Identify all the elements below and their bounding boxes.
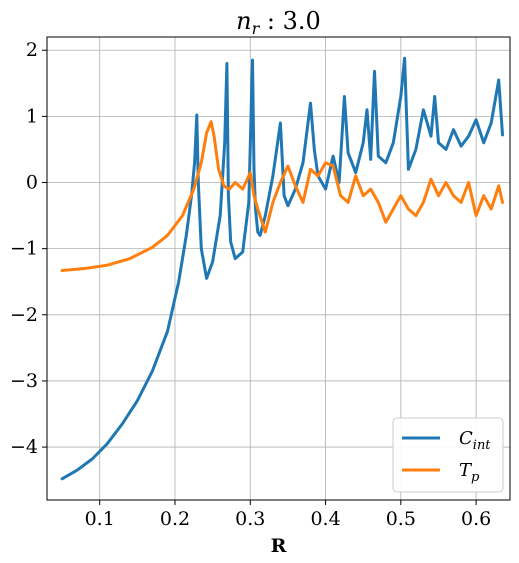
x-tick-label: 0.2 (160, 508, 190, 530)
y-tick-label: −2 (10, 304, 38, 326)
legend: Cint Tp (392, 417, 504, 493)
y-tick-label: −3 (10, 370, 38, 392)
ticks-layer: 0.1 0.2 0.3 0.4 0.5 0.6 −4 −3 −2 −1 0 1 2 (10, 39, 491, 530)
y-tick-label: −4 (10, 436, 38, 458)
y-tick-label: 2 (26, 39, 38, 61)
legend-box (392, 417, 504, 493)
x-tick-label: 0.1 (85, 508, 115, 530)
chart-title: nr : 3.0 (236, 7, 321, 38)
x-tick-label: 0.4 (310, 508, 340, 530)
legend-label-1: Tp (459, 460, 480, 485)
plot-frame (46, 36, 511, 501)
x-tick-label: 0.6 (461, 508, 491, 530)
legend-label-0: Cint (459, 428, 491, 453)
x-tick-label: 0.3 (235, 508, 265, 530)
y-tick-label: 1 (26, 105, 38, 127)
series-line-1 (60, 120, 504, 272)
x-tick-label: 0.5 (386, 508, 416, 530)
series-layer (60, 56, 504, 481)
series-line-0 (60, 56, 504, 481)
y-tick-label: −1 (10, 238, 38, 260)
y-tick-label: 0 (26, 172, 38, 194)
x-axis-label: R (271, 535, 287, 557)
